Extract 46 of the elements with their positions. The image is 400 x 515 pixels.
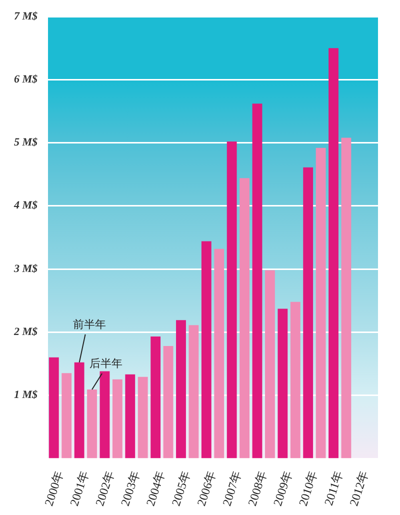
y-tick-label: 7 M$ [14,10,38,22]
y-tick-label: 6 M$ [14,74,38,86]
bar [240,178,250,458]
x-tick-label: 2012年 [346,469,372,508]
x-tick-label: 2006年 [194,469,219,508]
x-tick-label: 2005年 [168,469,194,508]
bar [265,270,275,458]
bar [100,371,110,458]
bar [278,308,288,458]
y-tick-label: 4 M$ [13,200,38,212]
bar [74,362,84,458]
y-tick-label: 5 M$ [14,136,38,149]
x-tick-label: 2002年 [92,469,117,508]
x-tick-label: 2003年 [118,469,142,508]
bar [112,379,122,458]
annotation: 前半年 [72,318,106,331]
bar [163,346,174,458]
x-tick-label: 2008年 [245,469,270,508]
bar [316,148,326,458]
bar [125,374,136,458]
bar [48,357,59,458]
bar [290,302,300,458]
x-tick-label: 2011年 [321,469,346,508]
bar [138,376,148,458]
x-tick-label: 2009年 [270,469,295,508]
y-tick-label: 2 M$ [13,326,38,338]
bar [150,336,161,458]
x-tick-label: 2010年 [296,469,320,508]
x-tick-label: 2007年 [220,469,244,508]
bar [87,390,97,458]
bar [303,167,314,458]
x-tick-label: 2001年 [67,469,92,508]
bar [226,142,237,458]
bar [341,138,352,458]
bar [328,48,338,458]
bar [201,241,212,458]
bar [62,373,72,458]
bar [176,320,186,458]
x-tick-label: 2004年 [143,469,168,508]
bar [252,104,262,458]
annotation: 后半年 [90,356,123,370]
bar [188,325,199,458]
bar [214,248,224,458]
x-tick-label: 2000年 [42,469,66,508]
y-tick-label: 1 M$ [14,389,38,402]
y-tick-label: 3 M$ [13,262,38,275]
